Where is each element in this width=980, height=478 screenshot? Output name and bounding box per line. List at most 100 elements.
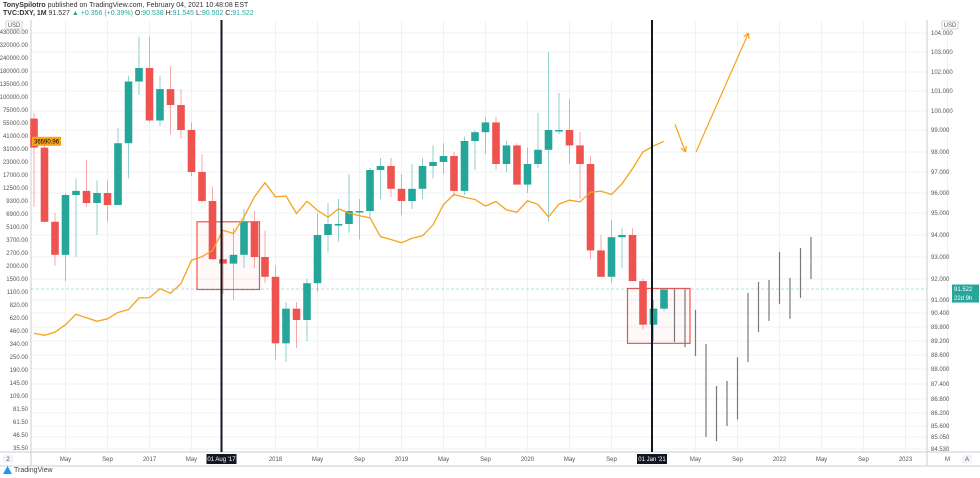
candle[interactable] [565,99,574,164]
candle-body [250,221,259,257]
candle[interactable] [408,164,416,209]
overlay-series-line[interactable] [33,140,665,336]
time-axis-label: May [816,457,827,463]
candle[interactable] [303,279,311,341]
scale-button-2-label: 2 [6,457,10,463]
right-price-axis[interactable]: 104.000 103.000 102.000 101.000 100.000 99.00… [931,31,953,453]
candle[interactable] [628,228,637,282]
symbol-name[interactable]: TVC:DXY, 1M [3,10,47,17]
candle[interactable] [51,213,59,266]
candle[interactable] [513,143,521,185]
candle[interactable] [187,122,196,177]
candle[interactable] [607,219,616,284]
candle[interactable] [660,289,668,311]
candle[interactable] [481,116,490,154]
candle[interactable] [82,160,91,207]
candle[interactable] [61,193,70,282]
candle-body [366,170,374,211]
candle-body [355,211,364,213]
candle-body [135,68,143,82]
candle[interactable] [492,116,500,170]
scale-button-2[interactable] [3,455,13,463]
highlight-box[interactable] [196,221,261,291]
candle[interactable] [124,75,133,179]
candle[interactable] [177,89,185,139]
candle[interactable] [439,143,448,175]
candle[interactable] [30,112,38,207]
high-value: 91.545 [172,10,195,17]
candle[interactable] [555,93,563,135]
candle[interactable] [366,168,374,218]
candle[interactable] [334,199,343,242]
candle[interactable] [418,158,427,199]
candle[interactable] [376,158,385,199]
left-axis-tick-label: 460.00 [10,329,29,335]
candle-body [481,122,490,133]
time-axis-label: 2022 [773,457,787,463]
candle[interactable] [240,209,248,268]
candle[interactable] [250,211,259,268]
candle[interactable] [156,75,164,127]
left-price-axis[interactable]: 430000.00 320000.00 240000.00 180000.00 1350… [0,30,29,452]
candle[interactable] [93,180,101,235]
time-axis[interactable]: May Sep 2017 May 2018 May Sep 2019 May Sep 2020 May… [60,457,950,463]
candle[interactable] [586,156,595,260]
left-price-badge [32,136,61,146]
candle[interactable] [450,152,458,197]
tradingview-logo[interactable]: TradingView [3,466,53,474]
candle-body [376,166,385,170]
candle[interactable] [576,132,584,199]
candle[interactable] [208,186,217,260]
candle[interactable] [649,300,658,341]
left-axis-tick-label: 31000.00 [3,147,29,153]
candle[interactable] [502,141,511,172]
highlight-box[interactable] [626,287,691,344]
candle[interactable] [40,138,49,222]
candle[interactable] [114,128,122,205]
candle[interactable] [229,228,238,300]
candle-body [103,193,112,205]
candle[interactable] [544,52,553,222]
candle-body [271,276,280,344]
candle[interactable] [639,279,647,330]
candle[interactable] [198,154,206,203]
candle[interactable] [618,228,626,268]
candle[interactable] [135,36,143,95]
candle[interactable] [387,158,395,197]
candle[interactable] [355,199,364,240]
left-axis-tick-label: 250.00 [10,355,29,361]
candle[interactable] [471,130,479,170]
candle[interactable] [523,147,532,193]
time-axis-label: Sep [480,457,491,463]
time-marker-label: 01 Jan '21 [638,457,666,463]
candle[interactable] [313,213,322,292]
candle[interactable] [261,230,269,284]
candle[interactable] [145,36,154,123]
arrow-down-icon[interactable] [674,124,687,153]
candle[interactable] [460,136,469,195]
arrow-up-icon[interactable] [695,32,750,153]
author-name[interactable]: TonySpilotro [3,2,46,9]
candle-body [72,190,80,195]
candle[interactable] [597,235,605,277]
candle[interactable] [72,178,80,257]
candle[interactable] [282,302,290,362]
candle[interactable] [292,302,301,348]
candle[interactable] [397,174,406,216]
candle[interactable] [429,145,437,179]
auto-scale-button[interactable] [962,455,972,463]
candle[interactable] [166,66,175,135]
candle[interactable] [534,112,542,168]
candle[interactable] [219,232,227,294]
candle[interactable] [345,174,353,233]
right-axis-tick-label: 88.000 [931,367,950,373]
right-price-badge-label: 91.522 [954,287,973,293]
left-axis-tick-label: 100000.00 [0,95,29,101]
candle-body [639,281,647,325]
left-axis-tick-label: 2000.00 [6,264,28,270]
candle[interactable] [324,203,332,253]
price-change: +0.356 (+0.39%) [80,10,133,17]
candle[interactable] [271,265,280,360]
candle[interactable] [103,180,112,222]
